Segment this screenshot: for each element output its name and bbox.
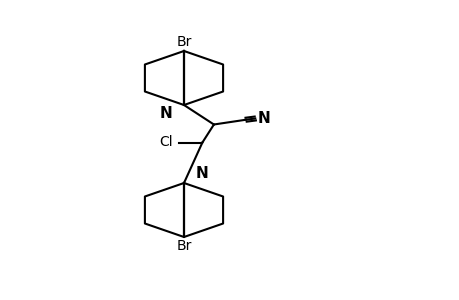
Text: N: N [159,106,172,122]
Text: Br: Br [176,34,191,49]
Text: N: N [195,167,208,182]
Text: Cl: Cl [158,136,172,149]
Text: N: N [257,111,270,126]
Text: Br: Br [176,239,191,254]
